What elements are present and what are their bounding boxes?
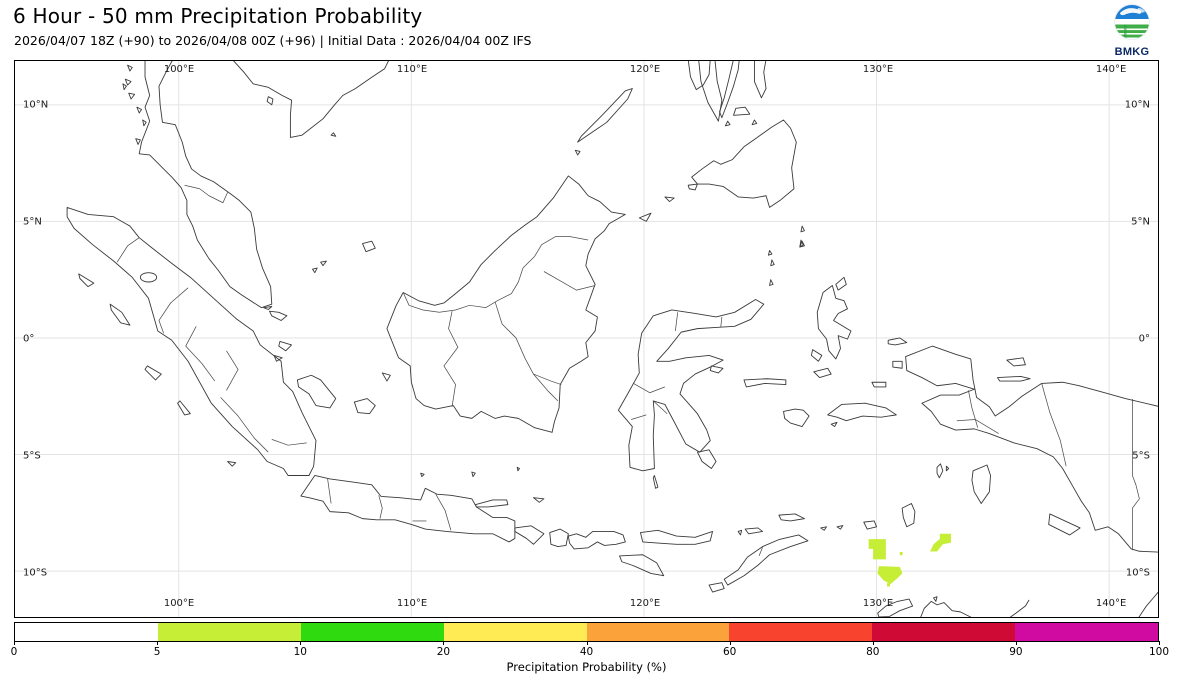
map-canvas: 100°E 100°E 110°E 110°E 120°E 120°E 130°E 130°E… <box>14 60 1159 618</box>
lon-label-top-120: 120°E <box>629 64 661 75</box>
lon-label-bottom-140: 140°E <box>1095 598 1127 609</box>
colorbar-segment-60-80 <box>729 623 873 641</box>
lon-label-top-140: 140°E <box>1095 64 1127 75</box>
lon-label-top-100: 100°E <box>163 64 195 75</box>
precip-patch-tanimbar-sw <box>930 533 951 552</box>
colorbar-ticklabel-20: 20 <box>436 646 451 658</box>
colorbar-ticks <box>14 641 1160 646</box>
lon-label-top-130: 130°E <box>862 64 894 75</box>
colorbar-ticklabel-0: 0 <box>10 646 18 658</box>
colorbar-tickmark-40 <box>586 641 588 645</box>
colorbar-tickmark-5 <box>157 641 159 645</box>
colorbar-tick-labels: 0 5 10 20 40 60 80 90 100 <box>10 646 1169 659</box>
bmkg-globe-icon <box>1114 4 1150 40</box>
lat-label-right--10: 10°S <box>1125 567 1150 579</box>
coastline-layer <box>67 61 1158 617</box>
colorbar-tickmark-80 <box>872 641 874 645</box>
lon-label-bottom-110: 110°E <box>396 598 428 609</box>
colorbar-segment-80-90 <box>872 623 1016 641</box>
lon-label-bottom-120: 120°E <box>629 598 661 609</box>
colorbar-tickmark-90 <box>1015 641 1017 645</box>
lat-label-left--10: 10°S <box>23 567 48 579</box>
lon-label-bottom-130: 130°E <box>862 598 894 609</box>
colorbar-ticklabel-90: 90 <box>1009 646 1023 658</box>
colorbar <box>14 622 1159 642</box>
colorbar-tickmark-10 <box>300 641 302 645</box>
precip-patch-babar-west <box>868 539 886 560</box>
lat-label-right--5: 5°S <box>1132 450 1150 462</box>
colorbar-ticklabel-10: 10 <box>293 646 307 658</box>
bmkg-logo: BMKG <box>1106 2 1158 58</box>
precip-patch-dot-1 <box>899 551 903 556</box>
lat-label-left-0: 0° <box>23 333 35 345</box>
colorbar-segment-10-20 <box>300 623 444 641</box>
lat-label-left-5: 5°N <box>23 216 42 228</box>
colorbar-ticklabel-80: 80 <box>866 646 880 658</box>
colorbar-ticklabel-40: 40 <box>579 646 594 658</box>
precipitation-shading-layer <box>868 533 951 587</box>
colorbar-tickmark-60 <box>729 641 731 645</box>
bmkg-logo-label: BMKG <box>1114 46 1150 58</box>
page-title: 6 Hour - 50 mm Precipitation Probability <box>13 4 423 28</box>
precip-patch-dot-2 <box>887 583 891 587</box>
colorbar-segment-0-5 <box>15 623 158 641</box>
colorbar-tickmark-100 <box>1159 641 1160 645</box>
lon-label-top-110: 110°E <box>396 64 428 75</box>
forecast-valid-time-subtitle: 2026/04/07 18Z (+90) to 2026/04/08 00Z (… <box>14 33 532 48</box>
colorbar-ticklabel-100: 100 <box>1148 646 1170 658</box>
colorbar-caption: Precipitation Probability (%) <box>506 660 667 674</box>
admin-boundary-layer <box>117 185 1139 556</box>
colorbar-ticklabel-5: 5 <box>153 646 161 658</box>
lon-label-bottom-100: 100°E <box>163 598 195 609</box>
precip-patch-timor-sea <box>877 566 903 585</box>
colorbar-tickmark-0 <box>14 641 15 645</box>
colorbar-segment-5-10 <box>157 623 301 641</box>
graticule-gridlines <box>15 61 1158 617</box>
lat-label-right-10: 10°N <box>1124 99 1150 111</box>
colorbar-tickmark-20 <box>443 641 445 645</box>
colorbar-segment-40-60 <box>586 623 730 641</box>
colorbar-ticklabel-60: 60 <box>722 646 737 658</box>
lat-label-left-10: 10°N <box>23 99 49 111</box>
lat-label-right-0: 0° <box>1138 333 1150 345</box>
lat-label-right-5: 5°N <box>1131 216 1150 228</box>
lat-label-left--5: 5°S <box>23 450 41 462</box>
colorbar-segment-90-100 <box>1015 623 1158 641</box>
colorbar-segment-20-40 <box>443 623 587 641</box>
indonesia-map <box>15 61 1158 617</box>
